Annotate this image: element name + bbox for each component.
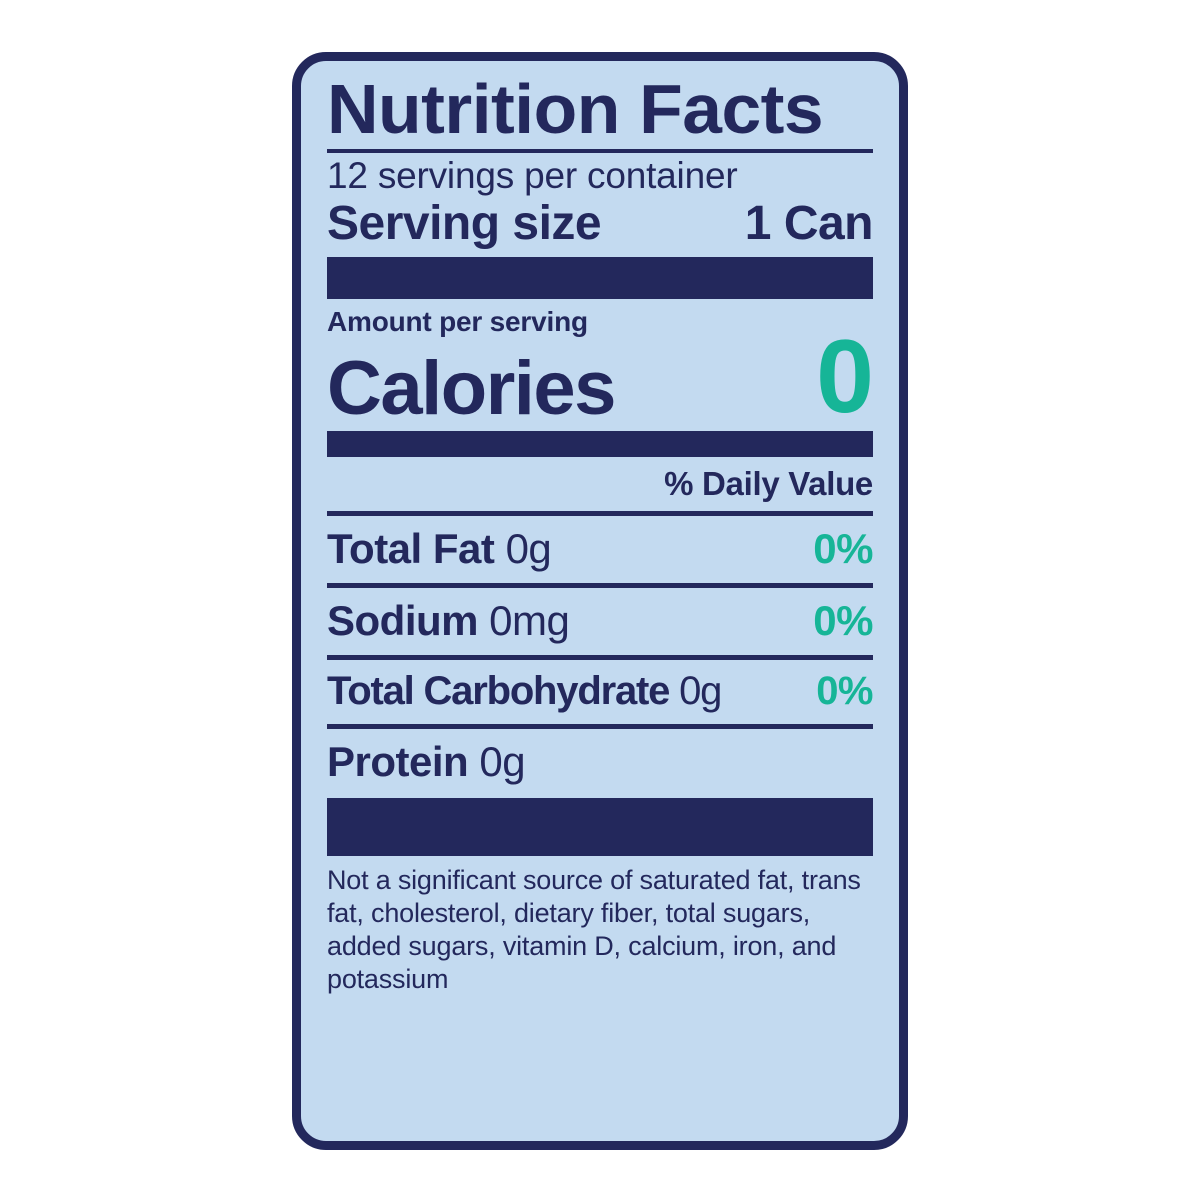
row-divider [327, 582, 873, 588]
nutrition-facts-label: Nutrition Facts 12 servings per containe… [292, 52, 908, 1150]
calories-value: 0 [816, 318, 874, 435]
nutrient-daily-value: 0% [816, 668, 873, 713]
table-row: Protein 0g [327, 733, 873, 792]
page-title: Nutrition Facts [327, 70, 824, 148]
nutrient-daily-value: 0% [813, 524, 873, 572]
nutrient-name: Sodium [327, 596, 479, 644]
nutrient-name: Total Carbohydrate [327, 668, 670, 713]
footnote-text: Not a significant source of saturated fa… [327, 865, 861, 995]
header-separator-bar [327, 256, 873, 299]
serving-size-row: Serving size 1 Can [327, 197, 874, 251]
nutrient-amount: 0g [679, 668, 722, 713]
serving-size-label: Serving size [327, 197, 602, 251]
table-row: Sodium 0mg 0% [327, 592, 873, 651]
table-row: Total Fat 0g 0% [327, 520, 873, 579]
calories-separator-bar [327, 431, 873, 458]
daily-value-divider [327, 510, 873, 516]
nutrient-name: Total Fat [327, 524, 495, 572]
nutrient-amount: 0mg [489, 596, 570, 644]
footnote-separator-bar [327, 798, 873, 857]
servings-per-container: 12 servings per container [327, 154, 738, 196]
calories-row: Calories 0 [327, 318, 874, 435]
nutrient-amount: 0g [479, 738, 526, 786]
table-row: Total Carbohydrate 0g 0% [327, 664, 873, 721]
amount-per-serving-label: Amount per serving [327, 305, 588, 337]
row-divider [327, 654, 873, 660]
row-divider [327, 724, 873, 730]
nutrient-amount: 0g [505, 524, 552, 572]
title-divider [327, 148, 873, 153]
nutrient-daily-value: 0% [813, 596, 873, 644]
serving-size-value: 1 Can [744, 197, 874, 251]
daily-value-header: % Daily Value [664, 465, 873, 503]
calories-label: Calories [327, 346, 616, 432]
nutrient-name: Protein [327, 738, 469, 786]
